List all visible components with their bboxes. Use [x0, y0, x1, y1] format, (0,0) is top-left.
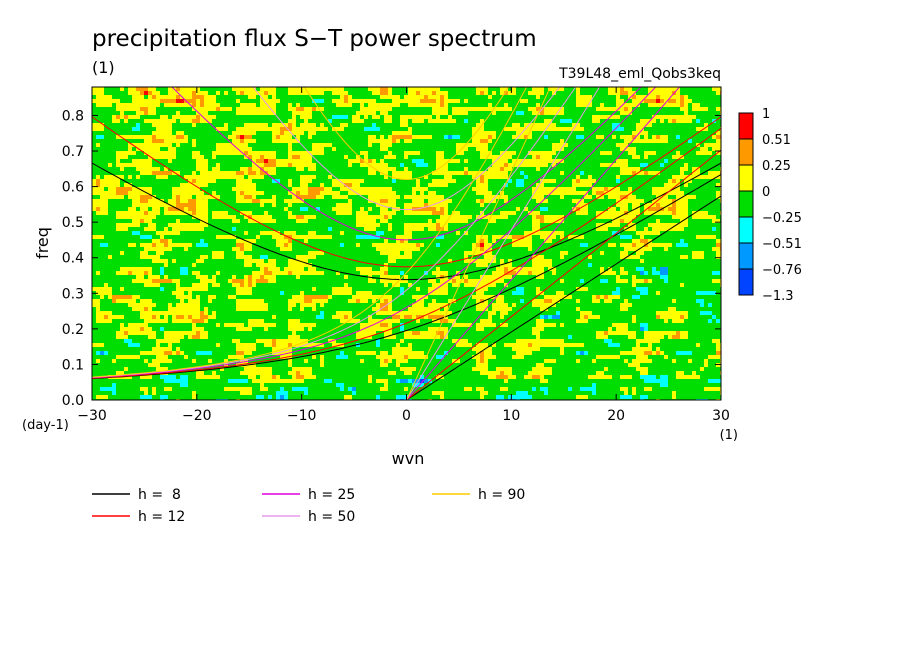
dispersion-curves: [92, 87, 721, 400]
dispersion-curve-h25: [406, 87, 681, 400]
colorbar-swatch: [738, 112, 754, 140]
colorbar-swatch: [738, 164, 754, 192]
x-tick-label: 10: [502, 408, 520, 424]
x-tick-label: 0: [402, 408, 411, 424]
legend-label: h = 8: [138, 487, 181, 503]
colorbar-swatch: [738, 216, 754, 244]
y-tick-label: 0.7: [62, 144, 84, 160]
colorbar-swatch: [738, 190, 754, 218]
dispersion-curve-h25: [92, 87, 657, 379]
colorbar-label: 1: [762, 107, 770, 122]
x-axis-label: wvn: [392, 449, 425, 468]
x-tick-label: 20: [607, 408, 625, 424]
y-tick-label: 0.3: [62, 286, 84, 302]
y-axis-unit: (day-1): [22, 418, 69, 433]
legend-label: h = 90: [478, 487, 525, 503]
chart-title: precipitation flux S−T power spectrum: [92, 26, 537, 52]
colorbar-swatch: [738, 138, 754, 166]
y-tick-label: 0.5: [62, 215, 84, 231]
y-tick-label: 0.4: [62, 251, 84, 267]
colorbar-label: −0.51: [762, 237, 802, 252]
dispersion-curve-h8: [92, 174, 721, 380]
dispersion-curve-h50: [92, 87, 577, 378]
x-axis: −30 −20 −10 0 10 20 30: [77, 87, 730, 424]
colorbar-label: −0.76: [762, 263, 802, 278]
colorbar-swatch: [738, 242, 754, 270]
y-tick-label: 0.8: [62, 108, 84, 124]
dispersion-curve-h8: [92, 162, 721, 281]
title-unit: (1): [92, 58, 115, 77]
y-tick-label: 0.6: [62, 180, 84, 196]
y-axis-label: freq: [33, 227, 52, 259]
y-tick-label: 0.0: [62, 393, 84, 409]
dispersion-curve-h25: [171, 87, 642, 241]
x-tick-label: −10: [287, 408, 317, 424]
dispersion-curve-h12: [406, 149, 721, 400]
y-axis: 0.0 0.1 0.2 0.3 0.4 0.5 0.6 0.7 0.8: [62, 108, 721, 409]
colorbar: 1 0.51 0.25 0 −0.25 −0.51 −0.76 −1.3: [738, 107, 802, 304]
dispersion-curve-h90: [303, 87, 510, 181]
colorbar-label: 0.51: [762, 133, 791, 148]
y-tick-label: 0.1: [62, 357, 84, 373]
legend-label: h = 25: [308, 487, 355, 503]
x-tick-label: −30: [77, 408, 107, 424]
colorbar-swatch: [738, 268, 754, 296]
heatmap-field: [92, 87, 721, 400]
legend-label: h = 12: [138, 509, 185, 525]
x-axis-unit: (1): [720, 428, 738, 443]
dispersion-curve-h12: [92, 116, 721, 268]
legend: h = 8 h = 12 h = 25 h = 50 h = 90: [92, 487, 525, 525]
y-tick-label: 0.2: [62, 322, 84, 338]
x-tick-label: −20: [182, 408, 212, 424]
colorbar-label: −0.25: [762, 211, 802, 226]
dispersion-curve-h50: [406, 87, 601, 400]
dispersion-curve-h50: [252, 87, 561, 211]
legend-label: h = 50: [308, 509, 355, 525]
dispersion-curve-h90: [92, 87, 528, 378]
chart-subtitle: T39L48_eml_Qobs3keq: [558, 66, 721, 82]
colorbar-label: 0.25: [762, 159, 791, 174]
x-tick-label: 30: [712, 408, 730, 424]
colorbar-label: −1.3: [762, 289, 794, 304]
dispersion-curve-h12: [92, 127, 721, 379]
dispersion-curve-h8: [406, 195, 721, 400]
dispersion-curve-h90: [406, 87, 551, 400]
colorbar-label: 0: [762, 185, 770, 200]
